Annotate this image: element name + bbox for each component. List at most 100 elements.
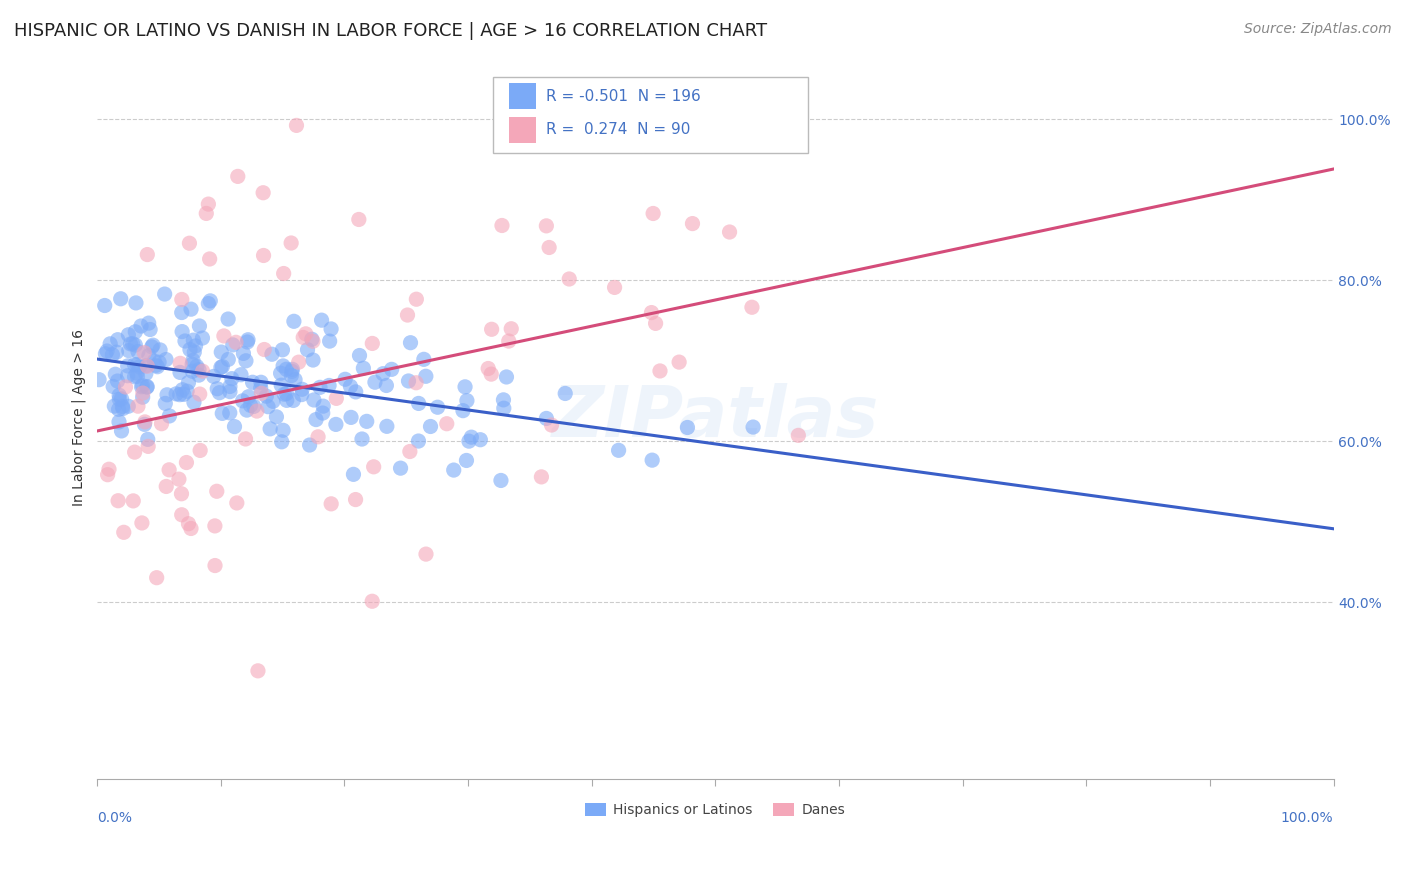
Point [117,327,139,342]
Point [375,419,398,434]
Point [364,376,387,390]
Point [111,401,134,416]
Point [236,333,259,347]
Point [307,430,329,444]
Point [131,516,153,530]
Point [668,355,690,369]
Point [184,339,207,353]
Point [312,399,335,413]
Point [333,372,356,386]
Point [640,305,662,319]
Point [170,305,193,319]
Point [271,359,294,373]
Point [181,364,204,378]
Point [195,206,218,220]
Point [209,345,232,359]
Point [155,352,177,367]
Point [125,366,148,380]
Point [157,463,180,477]
Text: R =  0.274  N = 90: R = 0.274 N = 90 [546,122,690,137]
Point [124,445,146,459]
Point [456,453,478,467]
Point [349,349,371,363]
Point [188,387,211,401]
Point [352,361,374,376]
Point [132,386,155,401]
Point [242,376,264,390]
Point [273,387,295,401]
Point [470,433,492,447]
Point [211,406,233,420]
Point [112,525,135,540]
Point [495,370,517,384]
Point [101,348,124,362]
Point [200,293,222,308]
Point [188,362,211,376]
Point [405,376,427,390]
Point [96,344,118,359]
Point [249,381,271,395]
Point [97,467,120,482]
FancyBboxPatch shape [509,117,536,143]
Point [188,443,211,458]
Point [350,432,373,446]
Point [107,402,129,417]
Point [246,664,269,678]
Point [107,493,129,508]
Point [134,345,156,359]
Point [127,369,149,384]
Point [291,382,314,396]
Point [305,412,328,426]
Point [139,322,162,336]
Point [155,479,177,493]
Point [742,420,765,434]
Point [456,393,478,408]
Point [252,186,274,200]
Point [259,422,281,436]
Point [339,379,361,393]
Point [270,378,292,392]
Point [498,334,520,348]
Point [170,508,193,522]
Point [135,367,157,381]
Point [120,337,142,351]
Point [169,387,191,401]
Point [356,414,378,428]
Point [741,300,763,314]
Point [319,322,342,336]
Point [342,467,364,482]
Point [389,461,412,475]
Point [371,367,394,381]
Point [117,368,139,383]
Point [136,433,159,447]
Point [229,368,252,382]
Point [176,456,198,470]
Point [554,386,576,401]
Text: HISPANIC OR LATINO VS DANISH IN LABOR FORCE | AGE > 16 CORRELATION CHART: HISPANIC OR LATINO VS DANISH IN LABOR FO… [14,22,768,40]
Point [399,444,422,458]
Point [321,497,343,511]
Text: R = -0.501  N = 196: R = -0.501 N = 196 [546,89,700,103]
Point [183,345,205,359]
Point [146,359,169,374]
Point [174,334,197,348]
Point [489,474,512,488]
Point [648,364,671,378]
Point [143,354,166,368]
Point [225,496,247,510]
Point [98,462,121,476]
Point [451,403,474,417]
Point [492,392,515,407]
Point [273,267,295,281]
Point [141,340,163,354]
Point [676,420,699,434]
Point [117,359,139,373]
Point [94,347,117,361]
Point [399,335,422,350]
Point [124,325,146,339]
Point [318,378,340,392]
Point [156,388,179,402]
Point [150,417,173,431]
Point [191,364,214,378]
Point [236,403,259,417]
